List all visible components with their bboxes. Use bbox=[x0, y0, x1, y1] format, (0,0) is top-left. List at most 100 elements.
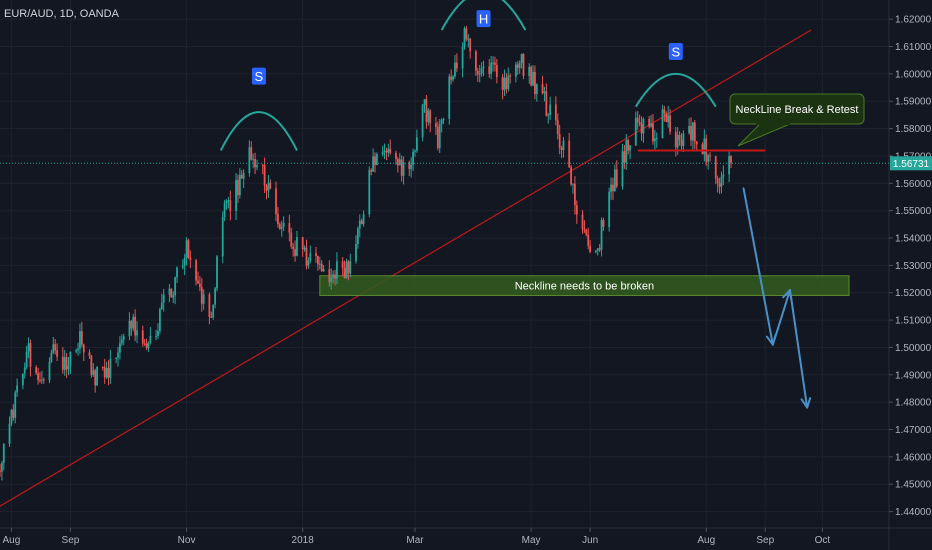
y-tick-label: 1.51000 bbox=[895, 316, 932, 327]
candle-body bbox=[461, 46, 464, 69]
candle-body bbox=[408, 162, 411, 170]
candle-body bbox=[695, 141, 698, 145]
neckline-zone[interactable] bbox=[319, 275, 850, 296]
left-shoulder-badge[interactable]: S bbox=[251, 67, 266, 85]
callout-box[interactable] bbox=[729, 93, 865, 125]
candle-body bbox=[490, 62, 493, 74]
candle-body bbox=[120, 339, 123, 344]
candle-body bbox=[572, 183, 574, 185]
candle-body bbox=[10, 409, 13, 424]
candle-body bbox=[294, 249, 296, 256]
candle-body bbox=[198, 283, 201, 288]
callout[interactable]: NeckLine Break & Retest bbox=[729, 93, 865, 147]
candle-body bbox=[263, 165, 266, 186]
candle-body bbox=[250, 147, 253, 160]
candle-body bbox=[718, 183, 721, 187]
candle-body bbox=[598, 248, 601, 250]
y-tick-label: 1.58000 bbox=[895, 124, 932, 135]
candle-body bbox=[242, 173, 245, 179]
candle-body bbox=[35, 367, 38, 374]
candle-body bbox=[573, 183, 576, 206]
candle-body bbox=[558, 134, 561, 148]
candle-body bbox=[160, 302, 163, 310]
candle-body bbox=[621, 151, 624, 187]
candle-body bbox=[634, 117, 637, 146]
candle-body bbox=[703, 138, 706, 155]
candle-body bbox=[80, 331, 83, 345]
y-tick-label: 1.52000 bbox=[895, 288, 932, 299]
candle-body bbox=[505, 77, 508, 89]
candle-body bbox=[42, 379, 45, 381]
candle-body bbox=[629, 145, 632, 151]
candle-body bbox=[107, 367, 110, 378]
candle-body bbox=[680, 139, 683, 146]
candle-body bbox=[627, 140, 630, 151]
y-tick-label: 1.49000 bbox=[895, 370, 932, 381]
candle-body bbox=[282, 223, 285, 227]
candle-body bbox=[130, 320, 133, 329]
candle-body bbox=[534, 71, 536, 94]
candle-body bbox=[288, 223, 291, 233]
candle-body bbox=[589, 245, 592, 253]
head-badge[interactable]: H bbox=[476, 10, 491, 28]
head-arc[interactable] bbox=[440, 0, 527, 31]
left-shoulder-arc[interactable] bbox=[219, 111, 298, 151]
candle-body bbox=[414, 150, 416, 152]
grid bbox=[0, 0, 889, 528]
last-price-tag[interactable] bbox=[890, 156, 932, 171]
right-shoulder-badge[interactable]: S bbox=[668, 42, 683, 60]
candle-body bbox=[238, 174, 241, 196]
candle-body bbox=[636, 117, 639, 123]
candle-body bbox=[210, 316, 213, 318]
candle-body bbox=[162, 294, 165, 303]
candle-body bbox=[343, 267, 346, 279]
candle-body bbox=[103, 367, 106, 378]
candle-body bbox=[648, 118, 651, 127]
candle-body bbox=[381, 151, 384, 155]
x-tick-label: Aug bbox=[3, 535, 21, 546]
projection-arrow-shaft bbox=[742, 187, 774, 346]
ascending-trendline[interactable] bbox=[0, 29, 812, 507]
candle-body bbox=[200, 287, 203, 304]
candle-body bbox=[170, 288, 173, 298]
candle-body bbox=[448, 76, 451, 119]
candle-body bbox=[2, 443, 5, 464]
candle-body bbox=[318, 263, 321, 265]
candle-body bbox=[535, 84, 538, 94]
candle-body bbox=[52, 344, 55, 353]
candle-body bbox=[615, 169, 618, 187]
candle-body bbox=[16, 385, 19, 393]
y-tick-label: 1.53000 bbox=[895, 261, 932, 272]
chart-title: EUR/AUD, 1D, OANDA bbox=[4, 8, 120, 20]
candle-body bbox=[452, 76, 454, 80]
candle-body bbox=[25, 351, 28, 368]
candle-body bbox=[693, 122, 696, 142]
candle-body bbox=[690, 125, 692, 141]
candle-body bbox=[117, 352, 119, 358]
y-tick-label: 1.55000 bbox=[895, 206, 932, 217]
candle-body bbox=[256, 164, 258, 168]
candle-body bbox=[101, 366, 104, 368]
candle-body bbox=[275, 188, 277, 214]
candle-body bbox=[543, 91, 546, 94]
candle-body bbox=[63, 357, 66, 370]
candle-body bbox=[476, 70, 479, 75]
candle-body bbox=[122, 336, 125, 340]
candle-body bbox=[450, 76, 453, 80]
projection-arrow-shaft bbox=[773, 288, 792, 340]
candle-body bbox=[467, 38, 470, 40]
right-shoulder-arc[interactable] bbox=[634, 72, 717, 108]
x-axis-ticks: Aug Sep Nov 2018 Mar May Jun Aug Sep Oct bbox=[3, 528, 830, 546]
candle-body bbox=[442, 118, 445, 120]
candle-body bbox=[612, 184, 614, 191]
x-tick-label: 2018 bbox=[292, 535, 315, 546]
candle-body bbox=[398, 159, 401, 166]
candle-body bbox=[560, 147, 563, 150]
candle-body bbox=[265, 185, 268, 191]
candle-body bbox=[478, 73, 481, 75]
candle-body bbox=[360, 220, 363, 225]
candle-body bbox=[435, 123, 437, 128]
candle-body bbox=[21, 373, 24, 386]
candle-body bbox=[362, 214, 365, 225]
